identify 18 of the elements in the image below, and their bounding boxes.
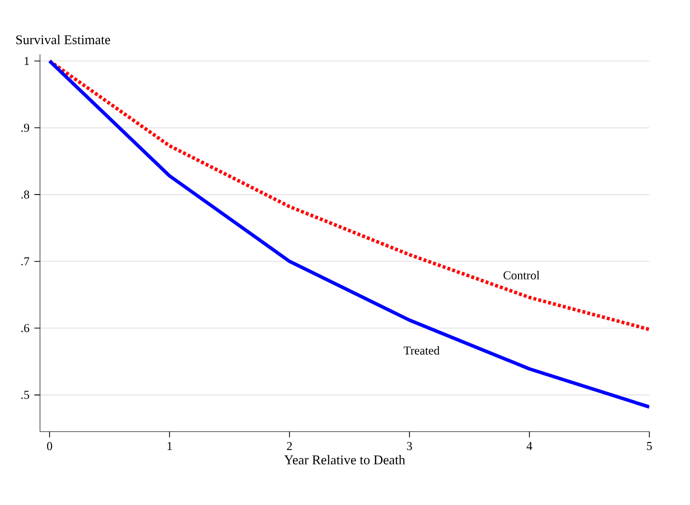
line-series [48, 59, 650, 332]
x-axis-title: Year Relative to Death [284, 455, 406, 464]
y-tick-label: 1 [24, 57, 29, 65]
y-tick-label: .7 [21, 257, 30, 266]
y-tick-label: .8 [21, 190, 30, 199]
x-tick-label: 0 [47, 442, 52, 450]
x-tick-label: 4 [526, 442, 532, 450]
series-label: Treated [404, 346, 440, 355]
x-tick-label: 5 [647, 442, 652, 450]
y-tick-label: .9 [21, 124, 30, 132]
x-tick-label: 2 [287, 442, 292, 450]
y-axis-title: Survival Estimate [16, 34, 110, 44]
y-tick-label: .6 [21, 324, 30, 332]
y-tick-label: .5 [21, 390, 30, 399]
x-tick-label: 1 [168, 442, 172, 450]
line-series [48, 59, 650, 409]
series-label: Control [504, 270, 540, 280]
x-tick-label: 3 [407, 442, 412, 450]
